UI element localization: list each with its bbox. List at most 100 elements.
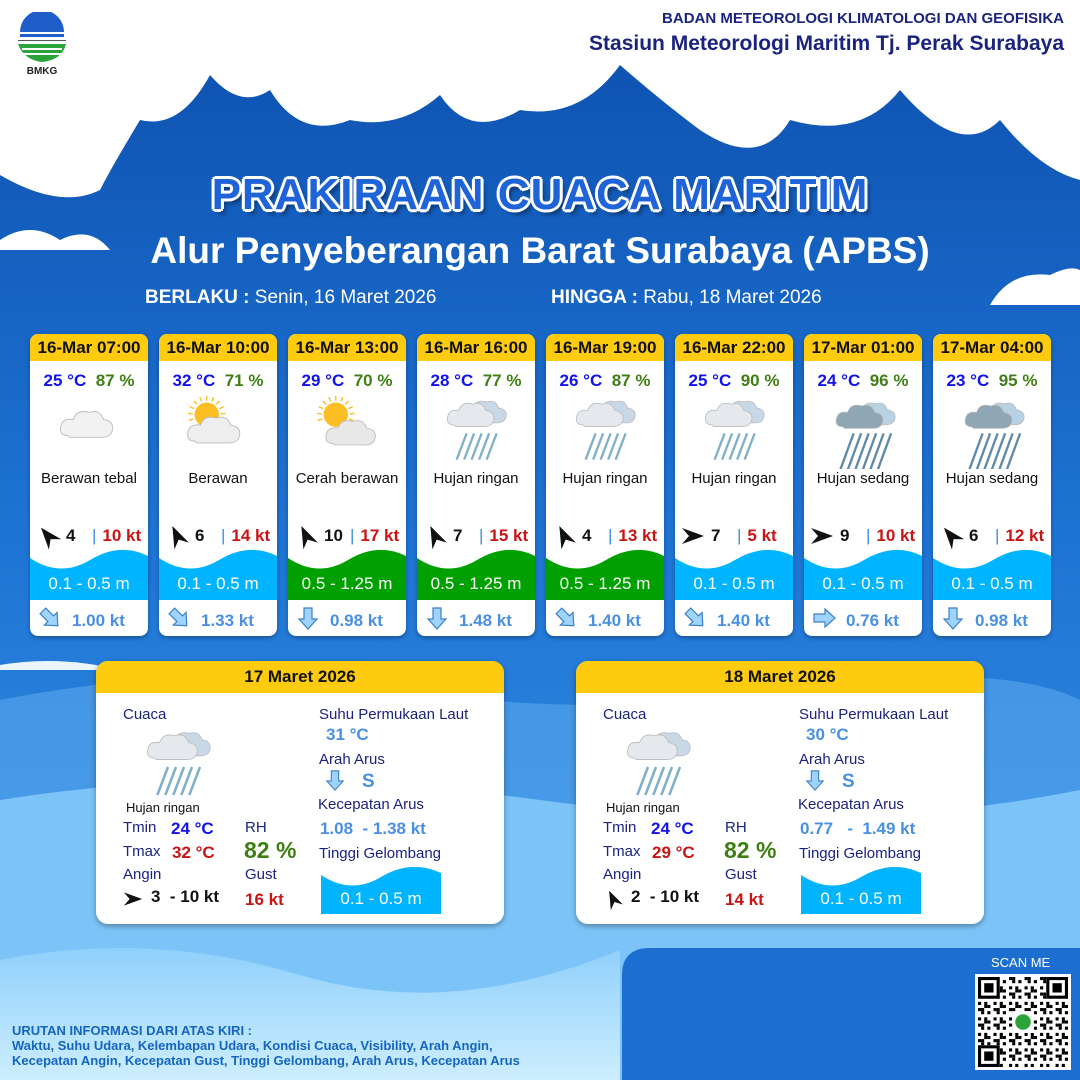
moderate-rain-icon: [828, 394, 898, 472]
humidity: 90 %: [740, 371, 780, 390]
tmin-value: 24 °C: [171, 819, 214, 838]
wind-direction-icon: [939, 524, 965, 550]
valid-from: BERLAKU : Senin, 16 Maret 2026: [145, 287, 436, 309]
temp-rh-row: 32 °C 71 %: [159, 371, 277, 391]
wind-direction-icon: [36, 524, 62, 550]
sunny-cloudy-icon: [312, 394, 382, 469]
wind-direction-icon: [294, 524, 318, 550]
rh-value: 82 %: [244, 837, 297, 863]
forecast-time: 16-Mar 07:00: [30, 334, 148, 361]
forecast-time: 16-Mar 10:00: [159, 334, 277, 361]
wave-height: 0.1 - 0.5 m: [177, 574, 259, 593]
rh-label: RH: [725, 819, 747, 836]
current-direction-icon: [38, 606, 72, 635]
forecast-card: 17-Mar 04:00 23 °C 95 % Hujan sedang 6 | 1…: [933, 334, 1051, 636]
wind-speed: 6: [969, 526, 979, 545]
gust-speed: 10 kt: [102, 526, 142, 545]
forecast-card: 16-Mar 07:00 25 °C 87 % Berawan tebal 4 |…: [30, 334, 148, 636]
forecast-card: 16-Mar 13:00 29 °C 70 % Cerah berawan 10…: [288, 334, 406, 636]
weather-condition: Cerah berawan: [295, 470, 399, 487]
current-speed: 0.98 kt: [330, 610, 383, 630]
gust-speed: 17 kt: [360, 526, 400, 545]
air-temperature: 26 °C: [559, 371, 603, 390]
humidity: 70 %: [353, 371, 393, 390]
moderate-rain-icon: [957, 394, 1027, 472]
wave-height-badge: 0.1 - 0.5 m: [804, 548, 922, 600]
wind-speed: 4: [66, 526, 76, 545]
current-row: 1.48 kt: [425, 606, 512, 635]
rh-label: RH: [245, 819, 267, 836]
forecast-time: 16-Mar 16:00: [417, 334, 535, 361]
wave-height: 0.5 - 1.25 m: [301, 574, 393, 593]
divider: |: [608, 526, 613, 545]
humidity: 71 %: [224, 371, 264, 390]
wind-range: 3 - 10 kt: [151, 887, 220, 906]
svg-text:BMKG: BMKG: [27, 66, 58, 77]
current-direction-label: Arah Arus: [319, 751, 385, 768]
wave-label: Tinggi Gelombang: [799, 845, 922, 862]
wind-direction-icon: [681, 524, 705, 548]
rh-value: 82 %: [724, 837, 777, 863]
current-direction-label: Arah Arus: [799, 751, 865, 768]
light-rain-icon: [622, 725, 694, 805]
footer-heading: URUTAN INFORMASI DARI ATAS KIRI :: [12, 1023, 252, 1038]
daily-summary-card: 18 Maret 2026 Cuaca Hujan ringan Tmin 24…: [576, 661, 984, 924]
wind-direction-icon: [603, 889, 623, 911]
current-speed-range: 0.77 - 1.49 kt: [800, 819, 916, 838]
forecast-time: 17-Mar 04:00: [933, 334, 1051, 361]
wind-speed: 7: [711, 526, 721, 545]
current-direction-icon: [554, 606, 588, 635]
wind-speed: 10: [324, 526, 343, 545]
wind-row: 9 | 10 kt: [810, 524, 918, 548]
weather-label: Cuaca: [123, 706, 167, 723]
temp-rh-row: 23 °C 95 %: [933, 371, 1051, 391]
current-row: 0.98 kt: [296, 606, 383, 635]
wind-row: 10 | 17 kt: [294, 524, 402, 550]
current-speed: 1.00 kt: [72, 610, 125, 630]
wave-height-badge: 0.1 - 0.5 m: [159, 548, 277, 600]
valid-from-date: Senin, 16 Maret 2026: [254, 287, 437, 308]
gust-label: Gust: [245, 866, 277, 883]
light-rain-icon: [142, 725, 214, 805]
wave-height-badge: 0.5 - 1.25 m: [288, 548, 406, 600]
gust-label: Gust: [725, 866, 757, 883]
wind-row: 4 | 13 kt: [552, 524, 660, 550]
valid-from-label: BERLAKU :: [145, 287, 250, 308]
gust-speed: 12 kt: [1005, 526, 1045, 545]
wind-direction-icon: [423, 524, 447, 550]
air-temperature: 28 °C: [430, 371, 474, 390]
divider: |: [92, 526, 97, 545]
forecast-card: 17-Mar 01:00 24 °C 96 % Hujan sedang 9 | 1…: [804, 334, 922, 636]
wave-height: 0.5 - 1.25 m: [430, 574, 522, 593]
current-direction-value: S: [842, 771, 855, 792]
humidity: 96 %: [869, 371, 909, 390]
current-direction-icon: [324, 769, 346, 793]
org-name: BADAN METEOROLOGI KLIMATOLOGI DAN GEOFIS…: [662, 10, 1064, 27]
gust-speed: 14 kt: [231, 526, 271, 545]
valid-to: HINGGA : Rabu, 18 Maret 2026: [551, 287, 822, 309]
gust-value: 16 kt: [245, 890, 284, 909]
tmax-value: 29 °C: [652, 843, 695, 862]
gust-speed: 10 kt: [876, 526, 916, 545]
tmin-value: 24 °C: [651, 819, 694, 838]
wind-speed: 7: [453, 526, 463, 545]
wave-height: 0.1 - 0.5 m: [822, 574, 904, 593]
weather-condition: Hujan ringan: [562, 470, 648, 487]
current-row: 1.33 kt: [167, 606, 254, 635]
wind-direction-icon: [123, 889, 143, 909]
current-direction-icon: [941, 606, 975, 635]
light-rain-icon: [699, 394, 769, 469]
humidity: 77 %: [482, 371, 522, 390]
air-temperature: 29 °C: [301, 371, 345, 390]
forecast-time: 16-Mar 22:00: [675, 334, 793, 361]
humidity: 87 %: [611, 371, 651, 390]
tmax-label: Tmax: [123, 843, 161, 860]
gust-value: 14 kt: [725, 890, 764, 909]
temp-rh-row: 28 °C 77 %: [417, 371, 535, 391]
wave-height-badge: 0.5 - 1.25 m: [546, 548, 664, 600]
light-rain-icon: [441, 394, 511, 469]
qr-code[interactable]: [975, 974, 1071, 1070]
current-speed-range: 1.08 - 1.38 kt: [320, 819, 426, 838]
daily-date: 17 Maret 2026: [96, 661, 504, 693]
wave-height-badge: 0.1 - 0.5 m: [801, 867, 921, 914]
